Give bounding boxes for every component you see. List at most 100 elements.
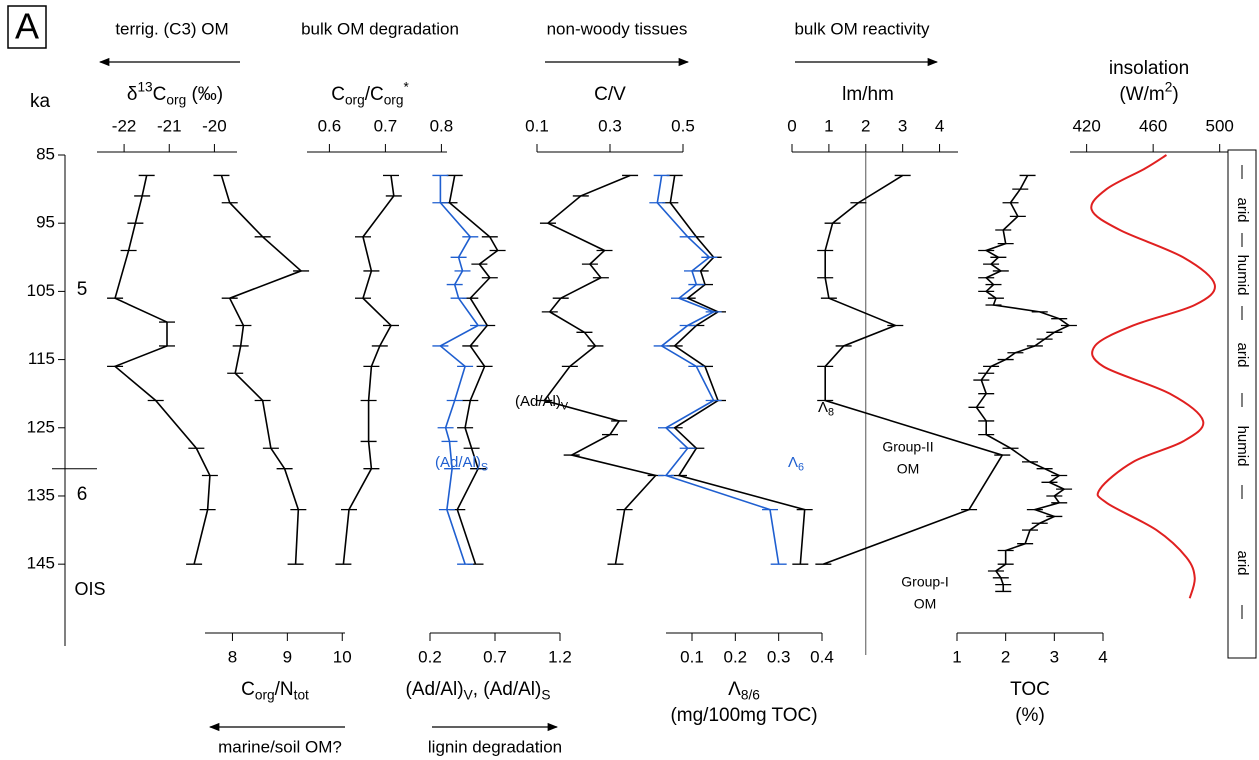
process-label: marine/soil OM? <box>218 737 342 756</box>
axis-title-part: S <box>541 687 550 702</box>
series-label-part: 6 <box>798 461 804 473</box>
axis-title-part: , (Ad/Al) <box>473 679 542 700</box>
axis-title-part: ) <box>1172 84 1178 105</box>
axis-title: (%) <box>1015 705 1045 726</box>
axis-title-part: (‰) <box>186 84 223 105</box>
axis-title-part: org <box>345 92 365 107</box>
x-tick-label: 0.3 <box>767 647 791 666</box>
y-tick-label: 135 <box>27 485 55 504</box>
stage-title: OIS <box>74 579 105 599</box>
axis-title-part: (%) <box>1015 705 1045 726</box>
series-label: Λ6 <box>788 454 804 473</box>
axis-title-part: Λ <box>728 679 741 700</box>
climate-label: arid <box>1234 342 1251 367</box>
x-tick-label: 0.4 <box>810 647 834 666</box>
x-tick-label: 8 <box>228 647 237 666</box>
y-tick-label: 105 <box>27 281 55 300</box>
series-line <box>669 175 806 565</box>
climate-label: arid <box>1234 197 1251 222</box>
climate-label: arid <box>1234 550 1251 575</box>
series-label-part: Λ <box>788 454 798 471</box>
axis-title: (Ad/Al)V, (Ad/Al)S <box>406 679 551 702</box>
series-label: (Ad/Al)V <box>515 393 569 412</box>
series-line <box>542 174 658 565</box>
annotation: Group-II <box>882 439 933 455</box>
axis-title: Corg/Ntot <box>241 679 309 702</box>
axis-title: insolation <box>1109 58 1189 79</box>
axis-title-part: lm/hm <box>842 84 894 105</box>
y-tick-label: 125 <box>27 417 55 436</box>
x-tick-label: 460 <box>1139 116 1167 135</box>
annotation: OM <box>897 461 920 477</box>
axis-title: δ13Corg (‰) <box>127 79 223 107</box>
x-tick-label: 9 <box>283 647 292 666</box>
series-line <box>975 175 1071 592</box>
x-tick-label: 1.2 <box>548 647 572 666</box>
process-label: bulk OM reactivity <box>794 19 930 38</box>
series-label: Λ8 <box>818 399 834 418</box>
x-tick-label: 0.1 <box>680 647 704 666</box>
x-tick-label: -22 <box>112 116 137 135</box>
climate-label: humid <box>1234 255 1251 296</box>
axis-title-part: insolation <box>1109 58 1189 79</box>
stage-label: 5 <box>77 279 88 300</box>
process-label: lignin degradation <box>428 737 562 756</box>
x-tick-label: 0 <box>787 116 796 135</box>
axis-title: lm/hm <box>842 84 894 105</box>
x-tick-label: 3 <box>1050 647 1059 666</box>
series-line <box>438 175 480 565</box>
axis-title-part: tot <box>294 687 309 702</box>
axis-title: (W/m2) <box>1119 79 1178 105</box>
x-tick-label: 0.7 <box>374 116 398 135</box>
axis-title: Λ8/6 <box>728 679 760 702</box>
axis-title-part: org <box>166 92 186 107</box>
axis-title-part: TOC <box>1010 679 1050 700</box>
x-tick-label: 1 <box>824 116 833 135</box>
axis-title-part: V <box>464 687 474 702</box>
x-tick-label: 4 <box>1098 647 1107 666</box>
x-tick-label: 3 <box>898 116 907 135</box>
stage-label: 6 <box>77 484 88 505</box>
axis-title-part: 13 <box>137 79 152 94</box>
y-tick-label: 85 <box>36 144 55 163</box>
annotation: OM <box>914 596 937 612</box>
axis-title: TOC <box>1010 679 1050 700</box>
x-tick-label: 0.1 <box>525 116 549 135</box>
series-line <box>220 175 303 565</box>
x-tick-label: 10 <box>333 647 352 666</box>
axis-title: C/V <box>594 84 626 105</box>
process-label: bulk OM degradation <box>301 19 459 38</box>
x-tick-label: 0.5 <box>671 116 695 135</box>
x-tick-label: 0.3 <box>598 116 622 135</box>
x-tick-label: -20 <box>202 116 227 135</box>
axis-title-part: 2 <box>1165 79 1173 94</box>
series-label-part: (Ad/Al) <box>515 393 561 410</box>
axis-title-part: δ <box>127 84 138 105</box>
series-line <box>342 175 395 565</box>
series-line <box>656 175 780 565</box>
axis-title-part: /C <box>365 84 384 105</box>
x-tick-label: 4 <box>935 116 944 135</box>
x-tick-label: 500 <box>1205 116 1233 135</box>
y-tick-label: 145 <box>27 554 55 573</box>
axis-title-part: C <box>241 679 255 700</box>
series-label-part: Λ <box>818 399 828 416</box>
process-label: terrig. (C3) OM <box>115 19 228 38</box>
axis-title-part: C/V <box>594 84 626 105</box>
axis-title-part: /N <box>275 679 294 700</box>
x-tick-label: 0.2 <box>724 647 748 666</box>
series-line <box>113 175 211 565</box>
x-tick-label: 2 <box>1001 647 1010 666</box>
axis-title-part: (mg/100mg TOC) <box>670 705 817 726</box>
y-tick-label: 95 <box>36 213 55 232</box>
axis-title: Corg/Corg* <box>331 79 409 107</box>
process-label: non-woody tissues <box>547 19 688 38</box>
series-line <box>448 175 499 565</box>
series-label-part: 8 <box>828 406 834 418</box>
series-line <box>823 174 1004 565</box>
series-label-part: (Ad/Al) <box>435 454 481 471</box>
climate-label: humid <box>1234 426 1251 467</box>
x-tick-label: 1 <box>952 647 961 666</box>
climate-band <box>1227 149 1257 659</box>
